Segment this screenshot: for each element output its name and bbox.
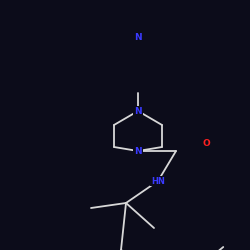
Text: N: N bbox=[134, 32, 142, 42]
Text: N: N bbox=[134, 146, 142, 156]
Text: HN: HN bbox=[151, 176, 165, 186]
Text: O: O bbox=[202, 138, 210, 147]
Text: N: N bbox=[134, 106, 142, 116]
